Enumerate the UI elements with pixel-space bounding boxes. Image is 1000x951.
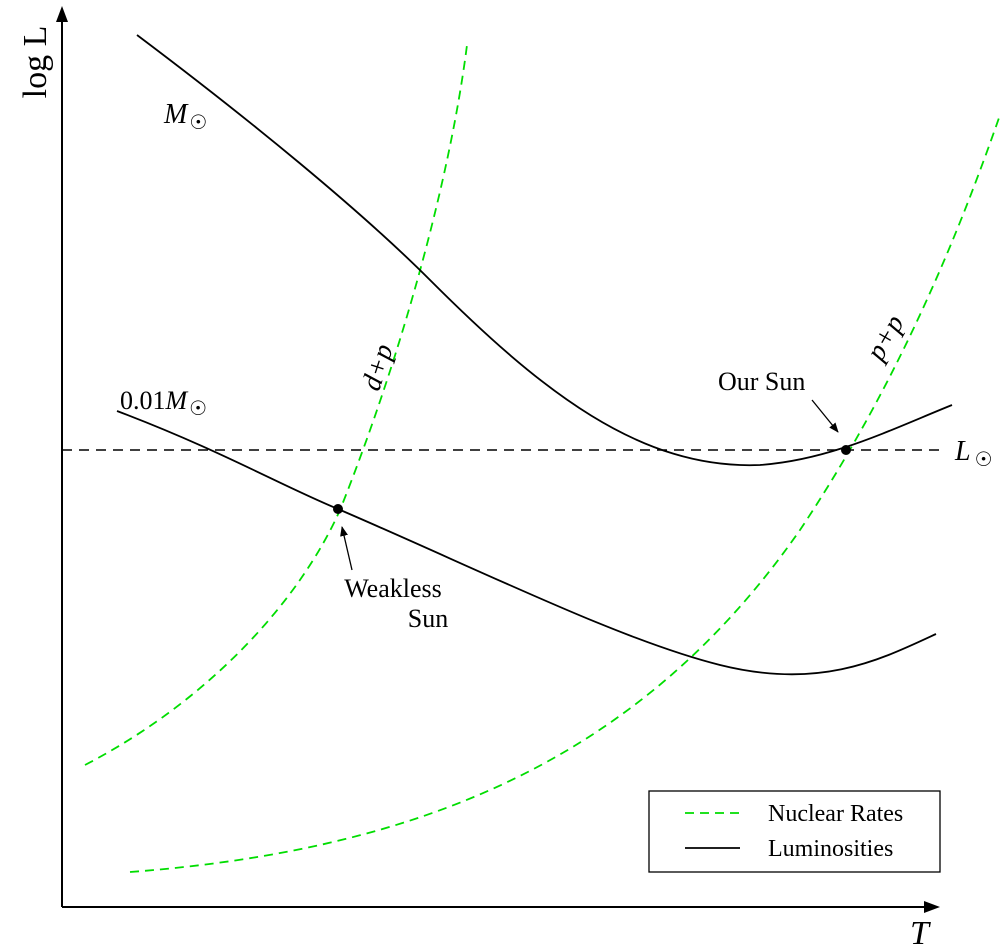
y-axis-arrowhead <box>56 6 68 22</box>
point-weakless-sun <box>333 504 343 514</box>
y-axis-label: log L <box>17 26 54 99</box>
arrow-weakless-sun <box>340 526 353 571</box>
label-solar-mass: M ☉ <box>163 99 207 134</box>
rate-curve-pp <box>129 114 1000 873</box>
annotation-our-sun: Our Sun <box>718 367 805 396</box>
axes <box>56 6 940 913</box>
legend-label-nuclear-rates: Nuclear Rates <box>768 801 903 827</box>
annotation-weakless-sun-line2: Sun <box>408 604 448 633</box>
x-axis-label: T <box>910 915 931 951</box>
point-our-sun <box>841 445 851 455</box>
legend: Nuclear Rates Luminosities <box>648 790 941 873</box>
arrow-our-sun <box>811 399 839 433</box>
luminosity-curve-solar-mass <box>136 34 953 467</box>
legend-box <box>648 790 941 873</box>
rate-curve-dp <box>84 44 468 766</box>
solar-luminosity-label: L ☉ <box>954 436 993 471</box>
legend-label-luminosities: Luminosities <box>768 836 893 862</box>
luminosity-curve-low-mass <box>116 410 937 676</box>
label-low-mass: 0.01M ☉ <box>120 386 207 420</box>
label-rate-pp: p+p <box>859 310 910 368</box>
x-axis-arrowhead <box>924 901 940 913</box>
annotation-weakless-sun-line1: Weakless <box>344 574 442 603</box>
label-rate-dp: d+p <box>356 340 400 394</box>
